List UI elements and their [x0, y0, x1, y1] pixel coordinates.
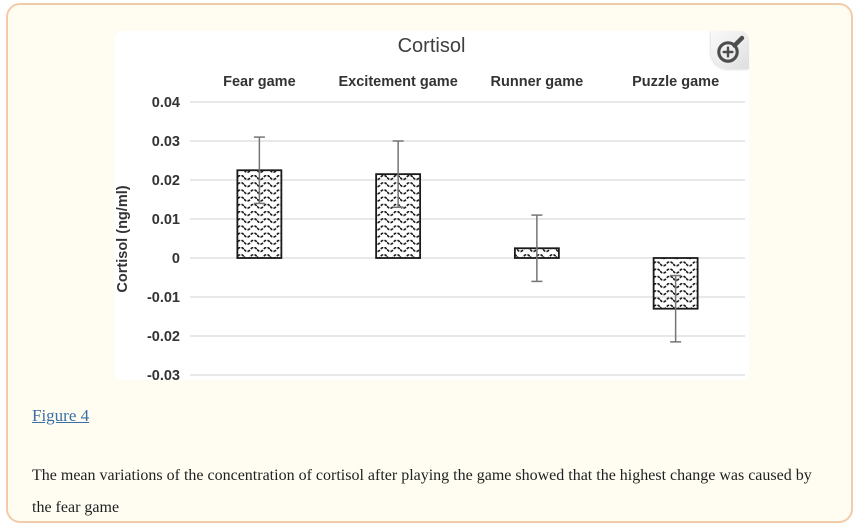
y-tick-label: -0.01: [147, 290, 180, 306]
y-tick-label: 0.04: [152, 95, 180, 111]
figure-image-card[interactable]: 0.04 0.03 0.02 0.01 0 -0.01 -0.02 -0.03 Cortisol…: [114, 31, 749, 380]
figure-zoom-button[interactable]: [711, 31, 749, 69]
figure-caption: The mean variations of the concentration…: [32, 467, 812, 516]
figure-link[interactable]: Figure 4: [32, 406, 90, 425]
y-tick-label: 0.03: [152, 134, 180, 150]
chart-title: Cortisol: [398, 35, 466, 57]
y-tick-label: 0.01: [152, 212, 180, 228]
y-tick-label: -0.02: [147, 329, 180, 345]
y-tick-label: -0.03: [147, 368, 180, 380]
magnifier-plus-icon: [717, 35, 745, 63]
category-label: Runner game: [491, 74, 584, 90]
category-label: Excitement game: [338, 74, 457, 90]
category-label: Fear game: [223, 74, 296, 90]
category-label: Puzzle game: [632, 74, 719, 90]
y-tick-label: 0: [172, 251, 180, 267]
y-tick-label: 0.02: [152, 173, 180, 189]
y-axis-title: Cortisol (ng/ml): [115, 185, 131, 292]
cortisol-bar-chart: 0.04 0.03 0.02 0.01 0 -0.01 -0.02 -0.03 Cortisol…: [115, 35, 745, 380]
